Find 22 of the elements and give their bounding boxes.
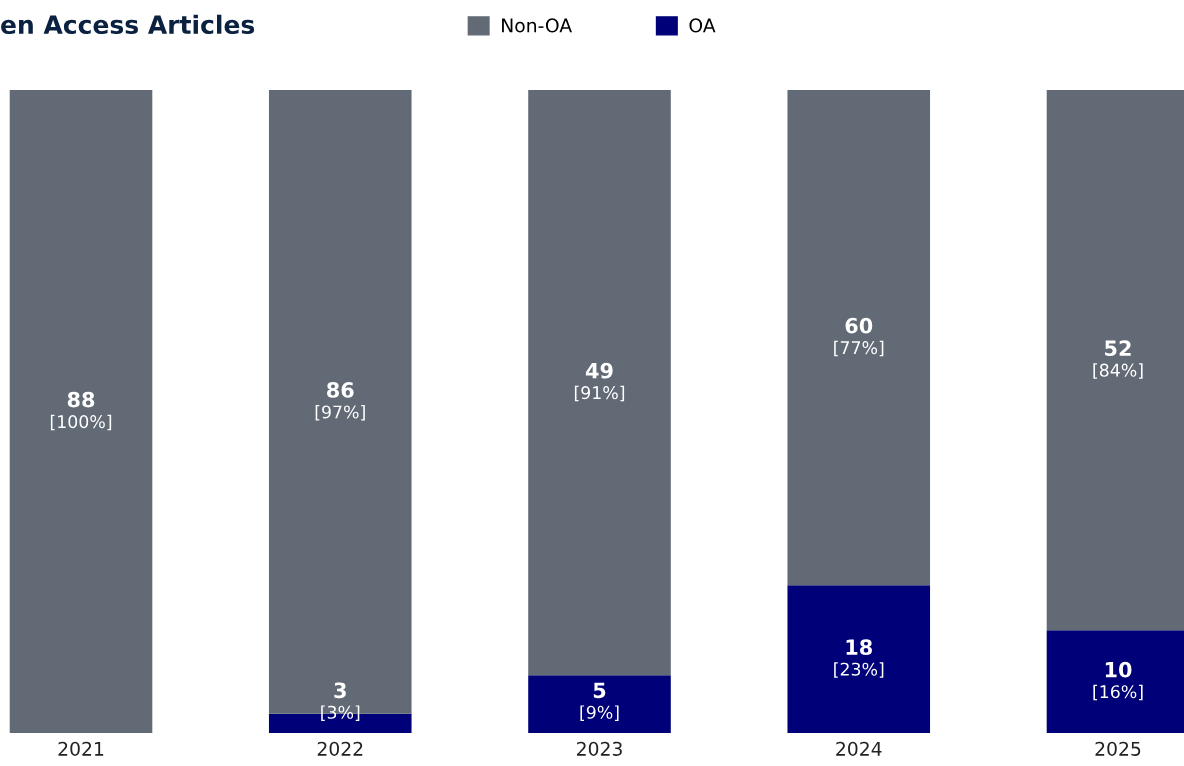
x-tick-label: 2022 <box>317 741 363 756</box>
data-label: 3 [3%] <box>321 682 360 721</box>
chart-title: en Access Articles <box>1 14 255 35</box>
data-label: 52 [84%] <box>1093 340 1143 379</box>
x-tick-label: 2021 <box>58 741 104 756</box>
data-label: 18 [23%] <box>834 639 884 678</box>
legend-label: Non-OA <box>502 18 572 33</box>
bar <box>9 90 153 734</box>
data-label: 49 [91%] <box>574 362 625 402</box>
data-label: 5 [9%] <box>580 682 619 721</box>
legend-label: OA <box>689 18 716 33</box>
bar <box>787 585 931 734</box>
bar <box>528 675 671 734</box>
data-label: 10 [16%] <box>1093 661 1143 701</box>
bar <box>528 90 671 676</box>
data-label: 88 [100%] <box>50 391 112 431</box>
data-label: 60 [77%] <box>834 317 884 357</box>
data-label: 86 [97%] <box>315 382 365 421</box>
x-tick-label: 2024 <box>836 741 882 756</box>
bar <box>787 90 931 586</box>
x-tick-label: 2023 <box>577 741 622 756</box>
x-tick-label: 2025 <box>1095 741 1141 756</box>
